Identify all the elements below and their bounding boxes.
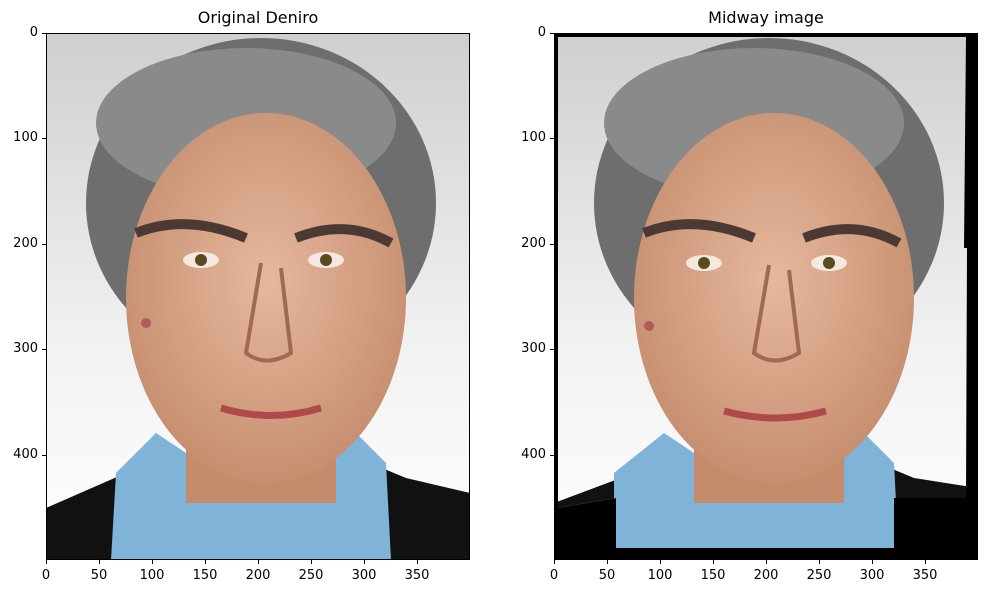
y-tick-mark [42,244,46,245]
panel-2-title: Midway image [708,8,824,27]
x-tick-mark [607,560,608,564]
x-tick-mark [205,560,206,564]
x-tick-mark [417,560,418,564]
x-tick-label: 300 [351,568,377,583]
x-tick-label: 250 [806,568,832,583]
x-tick-label: 300 [859,568,885,583]
y-tick-label: 100 [13,130,38,145]
y-tick-mark [550,138,554,139]
x-tick-label: 100 [139,568,165,583]
x-tick-mark [258,560,259,564]
x-tick-label: 150 [192,568,218,583]
x-tick-label: 0 [41,568,51,583]
x-tick-label: 50 [90,568,108,583]
y-tick-label: 0 [537,25,546,40]
x-tick-label: 0 [549,568,559,583]
x-tick-mark [713,560,714,564]
x-tick-mark [554,560,555,564]
y-tick-mark [550,455,554,456]
x-tick-label: 250 [298,568,324,583]
x-tick-mark [311,560,312,564]
y-tick-label: 200 [521,236,546,251]
x-tick-mark [872,560,873,564]
y-tick-label: 400 [521,447,546,462]
panel-2-image [554,33,978,560]
y-tick-label: 300 [13,341,38,356]
y-tick-label: 100 [521,130,546,145]
x-tick-mark [660,560,661,564]
y-tick-mark [42,455,46,456]
y-tick-mark [42,33,46,34]
y-tick-mark [550,33,554,34]
x-tick-mark [99,560,100,564]
x-tick-mark [152,560,153,564]
x-tick-label: 200 [245,568,271,583]
y-tick-label: 300 [521,341,546,356]
x-tick-label: 150 [700,568,726,583]
panel-1-image [46,33,470,560]
y-tick-label: 200 [13,236,38,251]
x-tick-label: 50 [598,568,616,583]
panel-1-title: Original Deniro [197,8,319,27]
x-tick-mark [364,560,365,564]
x-tick-label: 100 [647,568,673,583]
y-tick-mark [550,349,554,350]
y-tick-mark [42,138,46,139]
y-tick-label: 400 [13,447,38,462]
x-tick-label: 350 [912,568,938,583]
x-tick-mark [766,560,767,564]
x-tick-label: 350 [404,568,430,583]
x-tick-mark [819,560,820,564]
y-tick-mark [42,349,46,350]
y-tick-mark [550,244,554,245]
x-tick-mark [925,560,926,564]
x-tick-label: 200 [753,568,779,583]
x-tick-mark [46,560,47,564]
y-tick-label: 0 [29,25,38,40]
